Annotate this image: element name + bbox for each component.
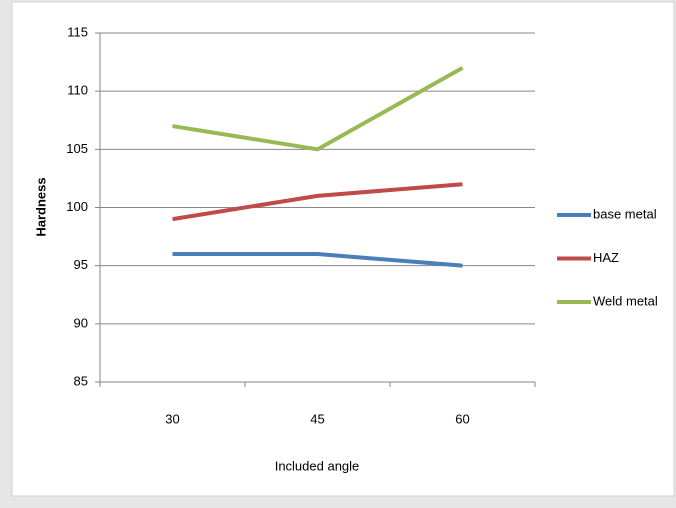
y-tick-label: 105 (66, 141, 88, 156)
y-tick-label: 90 (74, 315, 88, 330)
y-tick-label: 85 (74, 373, 88, 388)
x-tick-label: 60 (455, 411, 469, 426)
y-tick-label: 110 (67, 83, 88, 98)
y-tick-label: 115 (67, 24, 88, 39)
series-line (172, 66, 464, 152)
series-line (172, 182, 463, 222)
x-tick-label: 30 (165, 411, 179, 426)
chart-area (11, 1, 675, 497)
legend-label: base metal (593, 206, 657, 221)
legend-label: HAZ (593, 250, 619, 265)
x-axis-title: Included angle (275, 458, 360, 473)
y-tick-label: 95 (74, 257, 88, 272)
series-line (172, 252, 463, 268)
y-tick-label: 100 (66, 199, 88, 214)
y-axis-title: Hardness (33, 177, 48, 236)
legend-label: Weld metal (593, 293, 658, 308)
x-tick-label: 45 (310, 411, 324, 426)
